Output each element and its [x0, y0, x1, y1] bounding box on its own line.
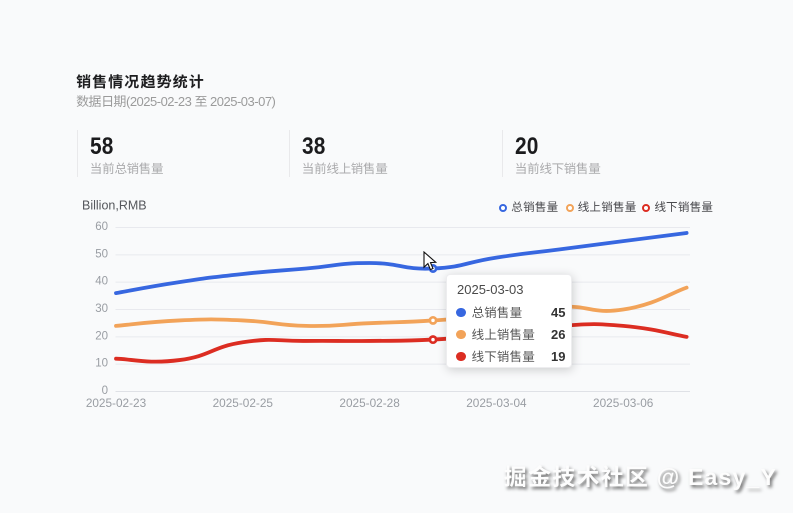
- svg-text:30: 30: [95, 303, 108, 315]
- svg-text:2025-03-06: 2025-03-06: [593, 396, 654, 410]
- svg-text:Billion,RMB: Billion,RMB: [82, 199, 147, 213]
- stat-value: 20: [515, 133, 539, 160]
- stat-total-sales: 58 当前总销售量: [77, 130, 282, 177]
- stat-label: 当前总销售量: [90, 162, 164, 176]
- mouse-cursor-icon: [423, 251, 438, 271]
- legend-marker-total-icon: [499, 204, 508, 212]
- stat-online-sales: 38 当前线上销售量: [289, 130, 494, 177]
- tooltip-series-name: 线上销售量: [471, 327, 536, 342]
- tooltip-series-name: 线下销售量: [471, 349, 536, 364]
- svg-text:50: 50: [95, 248, 108, 260]
- svg-text:10: 10: [95, 358, 108, 370]
- page-title: 销售情况趋势统计: [76, 74, 205, 91]
- svg-text:40: 40: [95, 276, 108, 288]
- svg-text:2025-02-25: 2025-02-25: [213, 396, 274, 410]
- tooltip-row: 线上销售量 26: [447, 326, 571, 342]
- legend-marker-online-icon: [565, 204, 574, 212]
- tooltip-series-value: 45: [551, 304, 566, 320]
- svg-text:60: 60: [95, 221, 108, 233]
- legend-marker-offline-icon: [642, 204, 651, 212]
- svg-text:2025-03-04: 2025-03-04: [466, 396, 527, 410]
- stat-value: 58: [90, 133, 114, 160]
- svg-text:2025-02-23: 2025-02-23: [86, 396, 147, 410]
- watermark: 掘金技术社区 @ Easy_Y: [503, 464, 777, 490]
- stat-offline-sales: 20 当前线下销售量: [502, 130, 707, 177]
- series-dot-icon: [456, 351, 466, 361]
- legend-label: 线上销售量: [577, 202, 637, 214]
- tooltip-series-name: 总销售量: [471, 305, 523, 320]
- series-dot-icon: [456, 329, 466, 339]
- tooltip-series-value: 26: [551, 326, 566, 342]
- stat-label: 当前线上销售量: [302, 162, 388, 176]
- tooltip-series-value: 19: [551, 348, 566, 364]
- svg-text:0: 0: [102, 385, 108, 397]
- tooltip-row: 线下销售量 19: [447, 348, 571, 364]
- series-dot-icon: [456, 307, 466, 317]
- chart-tooltip: 2025-03-03 总销售量 45 线上销售量 26 线下销售量 19: [446, 274, 572, 368]
- legend-item-offline[interactable]: 线下销售量: [642, 201, 713, 215]
- stat-value: 38: [302, 133, 326, 160]
- legend-item-total[interactable]: 总销售量: [499, 201, 558, 215]
- legend-label: 线下销售量: [654, 202, 714, 214]
- svg-text:2025-02-28: 2025-02-28: [339, 396, 400, 410]
- legend-item-online[interactable]: 线上销售量: [565, 201, 637, 215]
- date-range-subtitle: 数据日期(2025-02-23 至 2025-03-07): [76, 94, 276, 109]
- chart-legend: 总销售量 线上销售量 线下销售量: [0, 201, 793, 215]
- legend-label: 总销售量: [511, 202, 559, 214]
- tooltip-row: 总销售量 45: [447, 304, 571, 320]
- svg-text:20: 20: [95, 330, 108, 342]
- tooltip-date: 2025-03-03: [457, 282, 524, 297]
- stat-label: 当前线下销售量: [515, 162, 601, 176]
